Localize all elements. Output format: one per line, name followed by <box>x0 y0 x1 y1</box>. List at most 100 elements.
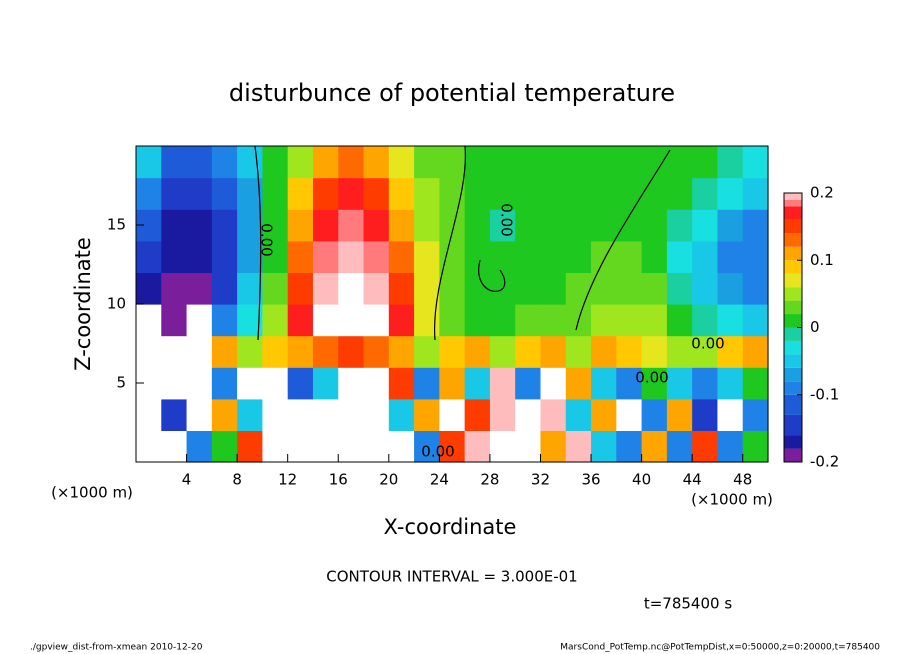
heatmap-cell <box>489 335 516 368</box>
heatmap-cell <box>439 272 466 305</box>
heatmap-cell <box>414 177 440 210</box>
heatmap-cell <box>338 335 365 368</box>
colorbar-segment <box>784 287 802 301</box>
heatmap-cell <box>717 430 744 463</box>
heatmap-cell <box>742 304 769 337</box>
x-tick-label: 32 <box>531 471 550 489</box>
heatmap-cell <box>515 335 542 368</box>
heatmap-cell <box>338 430 365 463</box>
heatmap-cell <box>489 430 516 463</box>
heatmap-cell <box>161 398 188 431</box>
heatmap-cell <box>262 177 289 210</box>
heatmap-cell <box>616 177 643 210</box>
heatmap-cell <box>717 209 744 242</box>
heatmap-cell <box>641 209 668 242</box>
heatmap-cell <box>439 146 466 179</box>
heatmap-cell <box>186 209 213 242</box>
heatmap-cell <box>338 304 365 337</box>
heatmap-cell <box>565 367 592 400</box>
heatmap-cell <box>136 272 162 305</box>
heatmap-cell <box>515 177 542 210</box>
heatmap-cell <box>312 146 339 179</box>
colorbar-segment <box>784 394 802 415</box>
heatmap-cell <box>616 272 643 305</box>
heatmap-cell <box>211 398 238 431</box>
colorbar-tick-label: -0.2 <box>810 453 839 471</box>
heatmap-cell <box>211 177 238 210</box>
heatmap-cell <box>363 272 390 305</box>
x-tick-label: 20 <box>379 471 398 489</box>
heatmap-cell <box>237 398 263 431</box>
heatmap-cell <box>692 430 719 463</box>
heatmap-cell <box>287 240 314 273</box>
heatmap-cell <box>388 304 415 337</box>
y-tick-label: 15 <box>107 216 126 234</box>
heatmap-cell <box>211 272 238 305</box>
heatmap-cell <box>464 240 491 273</box>
heatmap-cell <box>692 335 719 368</box>
x-tick-label: 24 <box>430 471 449 489</box>
x-tick-label: 12 <box>278 471 297 489</box>
contour-label: 0.00 <box>258 223 276 256</box>
y-tick-label: 5 <box>116 374 126 392</box>
heatmap-cell <box>262 430 289 463</box>
y-tick-label: 10 <box>107 295 126 313</box>
heatmap-cell <box>641 146 668 179</box>
heatmap-cell <box>211 304 238 337</box>
heatmap-cell <box>641 304 668 337</box>
heatmap-cell <box>414 146 440 179</box>
heatmap-cell <box>591 209 617 242</box>
heatmap-cell <box>211 367 238 400</box>
heatmap-cell <box>540 430 567 463</box>
heatmap-cell <box>312 209 339 242</box>
x-tick-label: 44 <box>683 471 702 489</box>
heatmap-cell <box>136 398 162 431</box>
heatmap-cell <box>641 367 668 400</box>
heatmap-cell <box>616 398 643 431</box>
heatmap-cell <box>489 304 516 337</box>
heatmap-cell <box>439 304 466 337</box>
heatmap-cell <box>161 367 188 400</box>
heatmap-cell <box>540 398 567 431</box>
heatmap-cell <box>666 177 693 210</box>
heatmap-cell <box>186 430 213 463</box>
heatmap-cell <box>591 398 617 431</box>
heatmap-cell <box>489 209 516 242</box>
colorbar-segment <box>784 199 802 207</box>
heatmap-cell <box>515 430 542 463</box>
heatmap-cell <box>439 398 466 431</box>
heatmap-cell <box>237 240 263 273</box>
colorbar-segment <box>784 414 802 436</box>
heatmap-cell <box>186 177 213 210</box>
heatmap-cell <box>161 177 188 210</box>
heatmap-cell <box>692 398 719 431</box>
heatmap-cell <box>666 240 693 273</box>
heatmap-cell <box>742 335 769 368</box>
heatmap-cell <box>692 146 719 179</box>
colorbar-tick-label: 0.2 <box>810 184 834 202</box>
heatmap-cell <box>591 304 617 337</box>
heatmap-cell <box>692 304 719 337</box>
heatmap-cell <box>515 398 542 431</box>
heatmap-cell <box>237 367 263 400</box>
heatmap-cell <box>338 272 365 305</box>
heatmap-cell <box>338 177 365 210</box>
heatmap-cell <box>666 272 693 305</box>
heatmap-cell <box>464 367 491 400</box>
heatmap-cell <box>742 146 769 179</box>
heatmap-cell <box>287 335 314 368</box>
heatmap-cell <box>388 209 415 242</box>
heatmap-cell <box>666 367 693 400</box>
heatmap-cell <box>262 240 289 273</box>
heatmap-cell <box>414 367 440 400</box>
heatmap-cell <box>262 398 289 431</box>
heatmap-cell <box>136 304 162 337</box>
chart-title: disturbunce of potential temperature <box>229 79 675 107</box>
heatmap-cell <box>692 240 719 273</box>
heatmap-cell <box>717 367 744 400</box>
heatmap-cell <box>515 146 542 179</box>
heatmap-cell <box>414 430 440 463</box>
heatmap-cell <box>363 209 390 242</box>
heatmap-cell <box>742 272 769 305</box>
